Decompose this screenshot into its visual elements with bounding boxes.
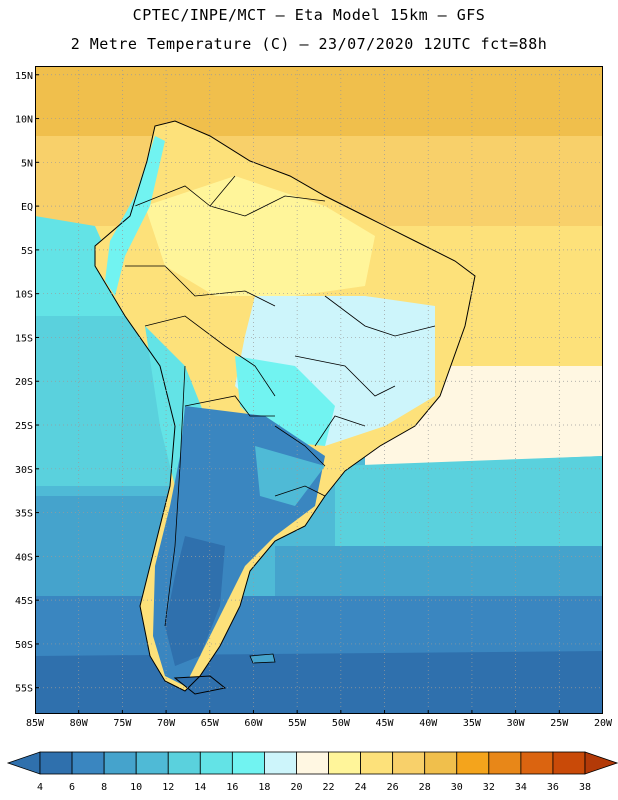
lon-axis: 85W 80W 75W 70W 65W 60W 55W 50W 45W 40W 35W 30W 25W 2…: [26, 718, 613, 729]
colorbar-swatch: [231, 751, 265, 775]
lat-label: 10N: [15, 115, 33, 126]
colorbar-label: 28: [419, 782, 431, 793]
colorbar-swatch: [392, 751, 426, 775]
lon-label: 70W: [157, 718, 176, 729]
field-band: [335, 456, 603, 566]
lon-label: 25W: [550, 718, 569, 729]
colorbar-swatch: [424, 751, 458, 775]
lat-label: 5N: [21, 158, 33, 169]
axis-ticks: [35, 74, 603, 714]
lon-label: 55W: [288, 718, 307, 729]
lon-label: 30W: [507, 718, 526, 729]
colorbar-label: 32: [483, 782, 495, 793]
lon-label: 60W: [244, 718, 263, 729]
lon-label: 20W: [594, 718, 613, 729]
colorbar-label: 36: [547, 782, 559, 793]
title-line-2: 2 Metre Temperature (C) – 23/07/2020 12U…: [70, 35, 548, 53]
colorbar-swatch: [456, 751, 490, 775]
colorbar-label: 30: [451, 782, 463, 793]
land-zone: [165, 536, 225, 666]
lon-label: 35W: [463, 718, 482, 729]
colorbar-swatch: [71, 751, 105, 775]
lon-label: 45W: [376, 718, 395, 729]
land-zone: [255, 446, 325, 506]
colorbar-label: 10: [130, 782, 142, 793]
land-tierra-del-fuego: [175, 676, 225, 694]
colorbar-label: 24: [355, 782, 367, 793]
lon-label: 80W: [70, 718, 89, 729]
lat-label: 15N: [15, 71, 33, 82]
colorbar-under-arrow: [6, 751, 41, 775]
lat-label: 10S: [15, 290, 33, 301]
colorbar-label: 16: [226, 782, 238, 793]
lat-label: 55S: [15, 684, 33, 695]
colorbar-label: 22: [323, 782, 335, 793]
colorbar-swatch: [39, 751, 73, 775]
lat-label: 35S: [15, 509, 33, 520]
lon-label: 65W: [201, 718, 220, 729]
colorbar-swatch: [264, 751, 297, 775]
colorbar-swatch: [488, 751, 522, 775]
colorbar-label: 4: [37, 782, 43, 793]
lat-label: 15S: [15, 333, 33, 344]
colorbar-label: 8: [101, 782, 107, 793]
colorbar-over-arrow: [584, 751, 618, 775]
colorbar-swatch: [520, 751, 554, 775]
lat-label: 45S: [15, 596, 33, 607]
colorbar-label: 6: [69, 782, 75, 793]
lon-label: 50W: [332, 718, 351, 729]
colorbar-label: 12: [162, 782, 174, 793]
lat-label: EQ: [21, 202, 33, 213]
lat-axis: 15N 10N 5N EQ 5S 10S 15S 20S 25S 30S 35S 40S 45S 50S 5…: [15, 71, 33, 695]
coastline: [173, 675, 227, 695]
lat-label: 50S: [15, 640, 33, 651]
colorbar-label: 14: [194, 782, 206, 793]
lat-label: 40S: [15, 552, 33, 563]
title-line-1: CPTEC/INPE/MCT – Eta Model 15km – GFS: [132, 6, 486, 24]
colorbar-label: 38: [579, 782, 591, 793]
colorbar-label: 34: [515, 782, 527, 793]
colorbar-swatch: [328, 751, 361, 775]
colorbar-label: 20: [290, 782, 302, 793]
land-falklands: [249, 653, 276, 664]
lon-label: 40W: [419, 718, 438, 729]
colorbar-swatch: [360, 751, 394, 775]
lat-label: 30S: [15, 465, 33, 476]
lat-label: 20S: [15, 377, 33, 388]
colorbar-swatch: [167, 751, 201, 775]
lon-label: 85W: [26, 718, 45, 729]
land-zone: [145, 176, 375, 296]
colorbar-swatch: [552, 751, 586, 775]
field-band: [35, 651, 603, 714]
coastline: [94, 120, 476, 692]
field-band: [35, 66, 603, 136]
land-zone: [105, 136, 165, 296]
colorbar: 4 6 8 10 12 14 16 18 20 22 24 26 28 30 32 34 36 38: [6, 751, 618, 793]
colorbar-swatch: [135, 751, 169, 775]
map-frame: [35, 66, 603, 714]
lon-label: 75W: [113, 718, 132, 729]
temperature-map: [35, 66, 603, 714]
colorbar-swatch: [296, 751, 329, 775]
lat-label: 25S: [15, 421, 33, 432]
colorbar-label: 26: [387, 782, 399, 793]
colorbar-swatch: [103, 751, 137, 775]
colorbar-swatch: [199, 751, 233, 775]
graticule: [35, 66, 603, 714]
lat-label: 5S: [21, 246, 33, 257]
colorbar-label: 18: [258, 782, 270, 793]
